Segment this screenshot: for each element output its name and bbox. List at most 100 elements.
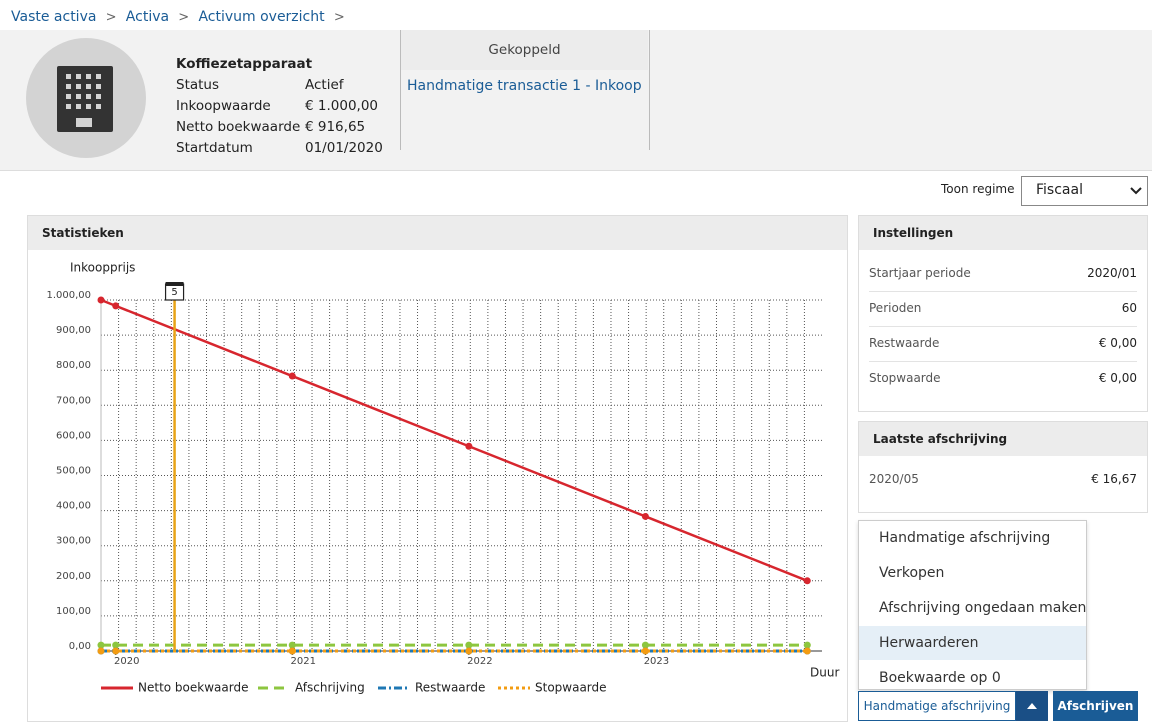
legend-label: Stopwaarde (535, 681, 607, 695)
caret-up (1027, 703, 1037, 709)
asset-name: Koffiezetapparaat (176, 56, 313, 72)
building-icon (57, 66, 113, 132)
settings-row: Restwaarde € 0,00 (869, 326, 1137, 362)
linked-panel (400, 30, 650, 150)
panel-title: Statistieken (28, 216, 847, 250)
building-windows (66, 74, 101, 127)
linked-title: Gekoppeld (401, 30, 648, 70)
legend-label: Restwaarde (415, 681, 485, 695)
regime-select[interactable]: Fiscaal (1021, 176, 1148, 206)
row-label: Stopwaarde (869, 371, 941, 385)
series-point (803, 647, 811, 655)
series-point (112, 647, 120, 655)
panel-title: Instellingen (859, 216, 1147, 250)
panel-title: Laatste afschrijving (859, 422, 1147, 456)
series-point (288, 647, 296, 655)
row-label: 2020/05 (869, 472, 919, 486)
y-tick-label: 1.000,00 (46, 290, 91, 301)
series-point (97, 647, 105, 655)
breadcrumb-link[interactable]: Activum overzicht (198, 9, 325, 25)
select-arrow (1130, 187, 1142, 195)
statistics-panel: Statistieken (27, 215, 848, 722)
y-tick-label: 600,00 (56, 430, 91, 441)
field-label: Netto boekwaarde (176, 119, 301, 135)
y-tick-label: 300,00 (56, 536, 91, 547)
field-label: Inkoopwaarde (176, 98, 271, 114)
field-value: € 916,65 (305, 119, 366, 135)
row-label: Perioden (869, 301, 922, 315)
y-tick-label: 700,00 (56, 395, 91, 406)
x-axis-label: Duur (810, 666, 839, 680)
legend-label: Netto boekwaarde (138, 681, 248, 695)
menu-item[interactable]: Verkopen (879, 565, 945, 581)
x-tick-label: 2020 (114, 656, 139, 667)
split-button[interactable]: Handmatige afschrijving (858, 691, 1016, 721)
series-point (112, 641, 120, 649)
row-label: Restwaarde (869, 336, 940, 350)
primary-button[interactable]: Afschrijven (1053, 691, 1138, 721)
breadcrumb-separator: > (101, 10, 121, 25)
menu-item[interactable]: Afschrijving ongedaan maken (879, 600, 1087, 616)
y-tick-label: 800,00 (56, 360, 91, 371)
chart: Inkoopprijs Duur 0,00 100,00 200,00 300,00 4… (46, 261, 839, 695)
field-label: Status (176, 77, 220, 93)
row-value: € 16,67 (1091, 472, 1137, 486)
series-point (641, 647, 649, 655)
menu-item[interactable]: Herwaarderen (859, 626, 1086, 660)
series-point (465, 442, 473, 450)
breadcrumb: Vaste activa > Activa > Activum overzich… (11, 6, 345, 25)
settings-panel: Instellingen Startjaar periode 2020/01 Pe… (858, 215, 1148, 412)
row-value: 60 (1121, 301, 1137, 315)
field-label: Startdatum (176, 140, 253, 156)
series-point (288, 641, 296, 649)
breadcrumb-link[interactable]: Activa (125, 9, 170, 25)
y-tick-label: 400,00 (56, 501, 91, 512)
y-tick-label: 200,00 (56, 571, 91, 582)
legend-label: Afschrijving (295, 681, 365, 695)
field-value: Actief (305, 77, 344, 93)
asset-avatar (26, 38, 146, 158)
x-tick-label: 2023 (644, 656, 669, 667)
linked-item[interactable]: Handmatige transactie 1 - Inkoop (407, 78, 642, 94)
action-menu: Handmatige afschrijving Verkopen Afschri… (858, 520, 1087, 690)
breadcrumb-link[interactable]: Vaste activa (11, 9, 97, 25)
field-value: 01/01/2020 (305, 140, 383, 156)
y-tick-label: 100,00 (56, 606, 91, 617)
y-tick-label: 500,00 (56, 466, 91, 477)
y-axis-label: Inkoopprijs (70, 261, 135, 275)
row-label: Startjaar periode (869, 266, 971, 280)
row-value: 2020/01 (1087, 266, 1137, 280)
breadcrumb-separator: > (174, 10, 194, 25)
series-point (97, 641, 105, 649)
series-point (641, 512, 649, 520)
settings-row: Perioden 60 (869, 291, 1137, 327)
breadcrumb-separator: > (329, 10, 345, 25)
regime-value: Fiscaal (1036, 182, 1083, 198)
regime-label: Toon regime (941, 182, 1015, 196)
series-point (97, 296, 105, 304)
series-point (803, 577, 811, 585)
row-value: € 0,00 (1098, 371, 1137, 385)
last-depreciation-panel: Laatste afschrijving 2020/05 € 16,67 (858, 421, 1148, 513)
menu-item[interactable]: Handmatige afschrijving (879, 530, 1051, 546)
x-tick-label: 2021 (291, 656, 316, 667)
series-point (803, 641, 811, 649)
series-point (465, 647, 473, 655)
y-tick-label: 900,00 (56, 325, 91, 336)
y-tick-label: 0,00 (69, 641, 91, 652)
settings-row: Startjaar periode 2020/01 (869, 256, 1137, 292)
menu-item[interactable]: Boekwaarde op 0 (879, 670, 1001, 686)
series-point (465, 641, 473, 649)
series-point (641, 641, 649, 649)
split-toggle[interactable] (1016, 691, 1048, 721)
series-point (112, 302, 120, 310)
field-value: € 1.000,00 (305, 98, 378, 114)
annotation-box-top (165, 282, 184, 286)
depreciation-row: 2020/05 € 16,67 (869, 462, 1137, 497)
settings-row: Stopwaarde € 0,00 (869, 361, 1137, 396)
row-value: € 0,00 (1098, 336, 1137, 350)
series-point (288, 372, 296, 380)
x-tick-label: 2022 (467, 656, 492, 667)
annotation-label: 5 (171, 287, 177, 298)
